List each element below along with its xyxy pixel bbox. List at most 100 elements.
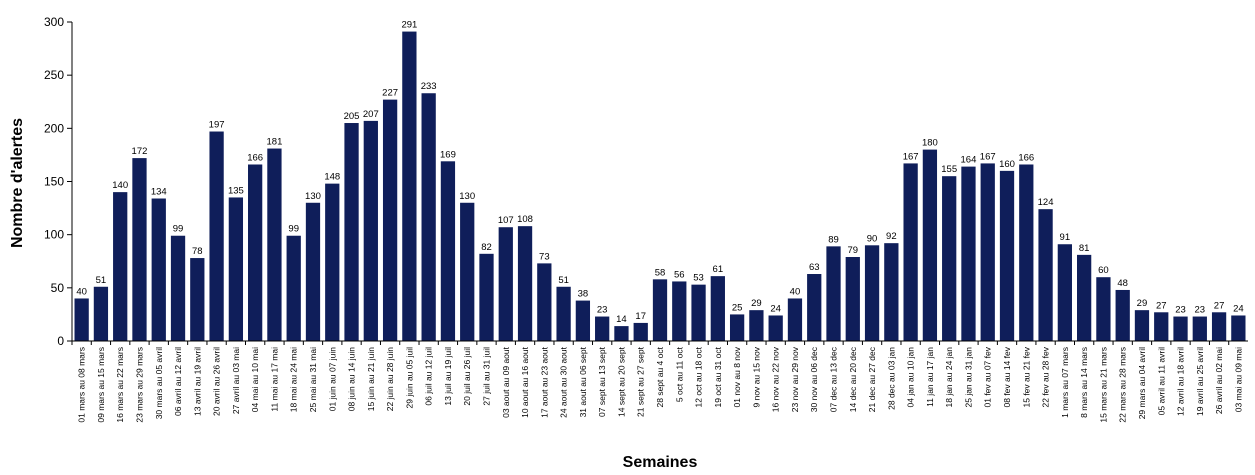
y-tick-label: 100 bbox=[44, 228, 64, 242]
x-tick-label: 03 mai au 09 mai bbox=[1233, 347, 1243, 412]
data-label: 24 bbox=[770, 303, 781, 314]
x-tick-label: 04 mai au 10 mai bbox=[250, 347, 260, 412]
x-tick-labels: 01 mars au 08 mars 09 mars au 15 mars 16 m… bbox=[77, 346, 1244, 422]
x-tick-label: 17 aout au 23 aout bbox=[539, 346, 549, 418]
bar bbox=[710, 276, 725, 341]
bar bbox=[1057, 244, 1072, 341]
bar bbox=[575, 300, 591, 341]
y-tick-label: 150 bbox=[44, 175, 64, 189]
data-label: 180 bbox=[922, 138, 938, 149]
x-tick-label: 9 nov au 15 nov bbox=[751, 346, 761, 407]
data-label: 172 bbox=[132, 146, 148, 157]
bar bbox=[93, 286, 109, 341]
data-label: 108 bbox=[517, 214, 533, 225]
bar bbox=[151, 198, 166, 341]
data-label: 205 bbox=[344, 111, 360, 122]
x-tick-label: 14 dec au 20 dec bbox=[848, 346, 858, 412]
x-tick-label: 07 sept au 13 sept bbox=[597, 346, 607, 417]
data-label: 23 bbox=[1175, 305, 1186, 316]
x-tick-label: 22 juin au 28 juin bbox=[385, 347, 395, 412]
x-tick-label: 06 avril au 12 avril bbox=[173, 347, 183, 416]
data-label: 92 bbox=[886, 231, 897, 242]
data-label: 227 bbox=[382, 88, 398, 99]
data-label: 53 bbox=[693, 273, 704, 284]
bar bbox=[922, 149, 938, 341]
x-tick-label: 09 mars au 15 mars bbox=[96, 347, 106, 423]
x-tick-label: 18 jan au 24 jan bbox=[944, 347, 954, 408]
data-label: 155 bbox=[941, 164, 957, 175]
bar bbox=[248, 164, 263, 341]
x-tick-label: 18 mai au 24 mai bbox=[289, 347, 299, 412]
x-tick-label: 03 aout au 09 aout bbox=[501, 346, 511, 418]
bar bbox=[267, 148, 282, 341]
x-tick-label: 13 avril au 19 avril bbox=[192, 347, 202, 416]
data-label: 29 bbox=[751, 298, 762, 309]
x-tick-label: 27 avril au 03 mai bbox=[231, 347, 241, 414]
bar bbox=[1038, 209, 1053, 341]
bar bbox=[729, 314, 745, 341]
data-label: 167 bbox=[980, 151, 996, 162]
x-tick-label: 11 jan au 17 jan bbox=[925, 347, 935, 407]
data-label: 124 bbox=[1038, 197, 1054, 208]
x-tick-label: 30 nov au 06 dec bbox=[809, 346, 819, 412]
bar bbox=[517, 226, 533, 341]
x-tick-label: 16 mars au 22 mars bbox=[115, 347, 125, 423]
bar bbox=[382, 99, 398, 342]
bar bbox=[826, 246, 841, 341]
bar bbox=[884, 243, 899, 341]
data-label: 25 bbox=[732, 302, 743, 313]
data-label: 24 bbox=[1233, 303, 1244, 314]
x-tick-label: 15 juin au 21 juin bbox=[366, 347, 376, 412]
data-label: 169 bbox=[440, 149, 456, 160]
bar bbox=[74, 298, 89, 341]
bar bbox=[363, 120, 378, 341]
data-label: 58 bbox=[655, 267, 666, 278]
bar bbox=[1115, 289, 1130, 341]
x-tick-label: 10 aout au 16 aout bbox=[520, 346, 530, 418]
data-label: 207 bbox=[363, 109, 379, 120]
bar bbox=[1154, 312, 1169, 341]
bar bbox=[132, 158, 147, 341]
bar bbox=[209, 131, 224, 341]
data-label: 99 bbox=[288, 224, 299, 235]
data-label: 135 bbox=[228, 185, 244, 196]
bar bbox=[1173, 316, 1188, 341]
bar bbox=[691, 284, 706, 341]
x-tick-label: 8 mars au 14 mars bbox=[1079, 347, 1089, 418]
data-label: 51 bbox=[96, 275, 107, 286]
bar bbox=[787, 298, 803, 341]
x-tick-label: 11 mai au 17 mai bbox=[269, 347, 279, 412]
data-label: 61 bbox=[713, 264, 724, 275]
bar bbox=[498, 227, 513, 341]
bar bbox=[980, 163, 995, 341]
x-tick-label: 20 juil au 26 juil bbox=[462, 347, 472, 406]
data-label: 63 bbox=[809, 262, 820, 273]
data-label: 17 bbox=[635, 311, 646, 322]
data-label: 29 bbox=[1137, 298, 1148, 309]
x-tick-label: 15 mars au 21 mars bbox=[1098, 347, 1108, 423]
x-tick-label: 27 juil au 31 juil bbox=[481, 347, 491, 406]
bar bbox=[1231, 315, 1246, 341]
bar bbox=[325, 183, 340, 341]
x-tick-label: 22 fev au 28 fev bbox=[1041, 346, 1051, 407]
x-tick-label: 15 fev au 21 fev bbox=[1021, 346, 1031, 407]
bar bbox=[170, 235, 186, 341]
x-tick-label: 22 mars au 28 mars bbox=[1118, 347, 1128, 423]
data-label: 56 bbox=[674, 269, 685, 280]
data-label: 78 bbox=[192, 246, 203, 257]
y-axis-title: Nombre d'alertes bbox=[9, 118, 26, 248]
data-label: 130 bbox=[459, 191, 475, 202]
data-label: 79 bbox=[848, 245, 859, 256]
bar bbox=[595, 316, 610, 341]
x-tick-label: 28 sept au 4 oct bbox=[655, 346, 665, 407]
data-label: 91 bbox=[1060, 232, 1071, 243]
bar bbox=[1211, 312, 1227, 341]
bar bbox=[749, 310, 764, 341]
bar bbox=[537, 263, 552, 341]
data-label: 14 bbox=[616, 314, 627, 325]
x-tick-label: 21 sept au 27 sept bbox=[636, 346, 646, 417]
data-label: 164 bbox=[961, 155, 977, 166]
data-label: 23 bbox=[1195, 305, 1206, 316]
data-label: 40 bbox=[76, 286, 87, 297]
